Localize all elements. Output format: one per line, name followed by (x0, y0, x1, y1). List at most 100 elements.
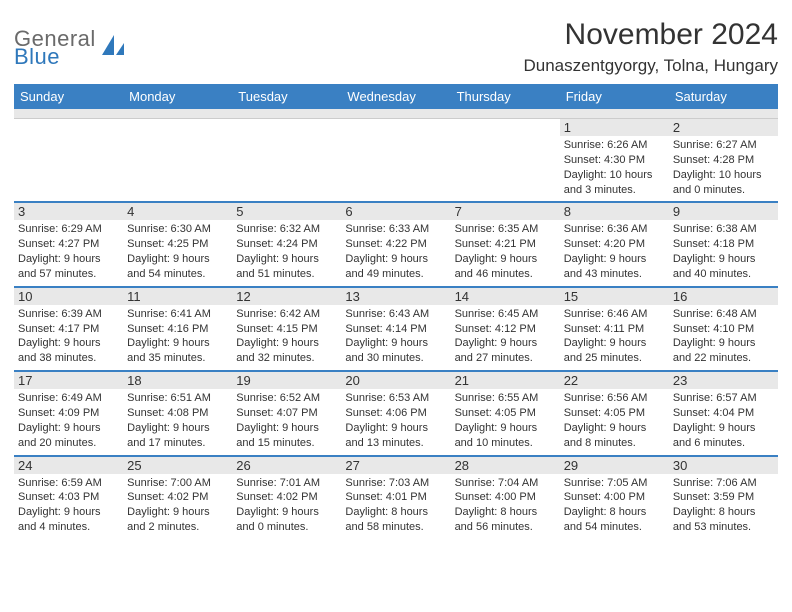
calendar: SundayMondayTuesdayWednesdayThursdayFrid… (14, 84, 778, 539)
calendar-body: 1Sunrise: 6:26 AMSunset: 4:30 PMDaylight… (14, 109, 778, 539)
sunrise-line: Sunrise: 6:27 AM (673, 138, 774, 153)
daylight-line: Daylight: 8 hours and 58 minutes. (345, 505, 446, 535)
day-cell: 15 Sunrise: 6:46 AMSunset: 4:11 PMDayligh… (560, 288, 669, 370)
sunset-line: Sunset: 4:12 PM (455, 322, 556, 337)
day-number: 14 (451, 288, 560, 305)
day-cell: 27Sunrise: 7:03 AMSunset: 4:01 PMDayligh… (341, 457, 450, 539)
daylight-line: Daylight: 9 hours and 4 minutes. (18, 505, 119, 535)
week-row: 10Sunrise: 6:39 AMSunset: 4:17 PMDayligh… (14, 286, 778, 370)
sunset-line: Sunset: 4:07 PM (236, 406, 337, 421)
day-info: Sunrise: 6:53 AMSunset: 4:06 PMDaylight:… (345, 391, 446, 450)
logo: General Blue (14, 18, 126, 68)
day-info: Sunrise: 7:00 AMSunset: 4:02 PMDaylight:… (127, 476, 228, 535)
sunrise-line: Sunrise: 6:53 AM (345, 391, 446, 406)
day-cell: 19Sunrise: 6:52 AMSunset: 4:07 PMDayligh… (232, 372, 341, 454)
day-cell: 26 Sunrise: 7:01 AMSunset: 4:02 PMDayligh… (232, 457, 341, 539)
day-info: Sunrise: 6:59 AMSunset: 4:03 PMDaylight:… (18, 476, 119, 535)
daylight-line: Daylight: 9 hours and 13 minutes. (345, 421, 446, 451)
sunset-line: Sunset: 4:09 PM (18, 406, 119, 421)
sunset-line: Sunset: 4:14 PM (345, 322, 446, 337)
header: General Blue November 2024 Dunaszentgyor… (14, 18, 778, 76)
daylight-line: Daylight: 9 hours and 54 minutes. (127, 252, 228, 282)
day-cell: 2Sunrise: 6:27 AMSunset: 4:28 PMDaylight… (669, 119, 778, 201)
location: Dunaszentgyorgy, Tolna, Hungary (523, 56, 778, 76)
day-number: 22 (560, 372, 669, 389)
day-cell (451, 119, 560, 201)
day-cell: 18 Sunrise: 6:51 AMSunset: 4:08 PMDayligh… (123, 372, 232, 454)
day-number: 7 (451, 203, 560, 220)
sunset-line: Sunset: 4:28 PM (673, 153, 774, 168)
day-info: Sunrise: 6:39 AMSunset: 4:17 PMDaylight:… (18, 307, 119, 366)
day-number: 26 (232, 457, 341, 474)
day-number: 19 (232, 372, 341, 389)
day-cell: 23 Sunrise: 6:57 AMSunset: 4:04 PMDayligh… (669, 372, 778, 454)
sunset-line: Sunset: 4:02 PM (127, 490, 228, 505)
sunset-line: Sunset: 4:22 PM (345, 237, 446, 252)
day-cell: 29Sunrise: 7:05 AMSunset: 4:00 PMDayligh… (560, 457, 669, 539)
daylight-line: Daylight: 9 hours and 25 minutes. (564, 336, 665, 366)
day-info: Sunrise: 6:48 AMSunset: 4:10 PMDaylight:… (673, 307, 774, 366)
day-number: 18 (123, 372, 232, 389)
sunrise-line: Sunrise: 7:00 AM (127, 476, 228, 491)
day-info: Sunrise: 6:56 AMSunset: 4:05 PMDaylight:… (564, 391, 665, 450)
day-cell: 8Sunrise: 6:36 AMSunset: 4:20 PMDaylight… (560, 203, 669, 285)
daylight-line: Daylight: 9 hours and 30 minutes. (345, 336, 446, 366)
day-number: 28 (451, 457, 560, 474)
day-cell: 5Sunrise: 6:32 AMSunset: 4:24 PMDaylight… (232, 203, 341, 285)
sunset-line: Sunset: 4:18 PM (673, 237, 774, 252)
sunset-line: Sunset: 4:17 PM (18, 322, 119, 337)
week-row: 1Sunrise: 6:26 AMSunset: 4:30 PMDaylight… (14, 119, 778, 201)
day-number: 15 (560, 288, 669, 305)
sunrise-line: Sunrise: 7:03 AM (345, 476, 446, 491)
day-cell: 6Sunrise: 6:33 AMSunset: 4:22 PMDaylight… (341, 203, 450, 285)
daylight-line: Daylight: 9 hours and 20 minutes. (18, 421, 119, 451)
sunrise-line: Sunrise: 6:59 AM (18, 476, 119, 491)
sunrise-line: Sunrise: 6:42 AM (236, 307, 337, 322)
day-info: Sunrise: 7:05 AMSunset: 4:00 PMDaylight:… (564, 476, 665, 535)
day-cell: 24Sunrise: 6:59 AMSunset: 4:03 PMDayligh… (14, 457, 123, 539)
sunrise-line: Sunrise: 6:35 AM (455, 222, 556, 237)
day-info: Sunrise: 6:29 AMSunset: 4:27 PMDaylight:… (18, 222, 119, 281)
daylight-line: Daylight: 9 hours and 17 minutes. (127, 421, 228, 451)
daylight-line: Daylight: 10 hours and 3 minutes. (564, 168, 665, 198)
day-number: 2 (669, 119, 778, 136)
day-info: Sunrise: 7:01 AMSunset: 4:02 PMDaylight:… (236, 476, 337, 535)
day-info: Sunrise: 6:32 AMSunset: 4:24 PMDaylight:… (236, 222, 337, 281)
day-info: Sunrise: 6:51 AMSunset: 4:08 PMDaylight:… (127, 391, 228, 450)
day-number: 27 (341, 457, 450, 474)
day-cell: 17Sunrise: 6:49 AMSunset: 4:09 PMDayligh… (14, 372, 123, 454)
day-cell: 4Sunrise: 6:30 AMSunset: 4:25 PMDaylight… (123, 203, 232, 285)
sunset-line: Sunset: 4:11 PM (564, 322, 665, 337)
day-cell: 21Sunrise: 6:55 AMSunset: 4:05 PMDayligh… (451, 372, 560, 454)
day-header-cell: Thursday (451, 84, 560, 109)
day-header-cell: Friday (560, 84, 669, 109)
day-info: Sunrise: 6:46 AMSunset: 4:11 PMDaylight:… (564, 307, 665, 366)
daylight-line: Daylight: 9 hours and 15 minutes. (236, 421, 337, 451)
day-cell: 11Sunrise: 6:41 AMSunset: 4:16 PMDayligh… (123, 288, 232, 370)
day-number: 30 (669, 457, 778, 474)
day-header-cell: Saturday (669, 84, 778, 109)
sunset-line: Sunset: 4:00 PM (455, 490, 556, 505)
sunset-line: Sunset: 3:59 PM (673, 490, 774, 505)
day-cell: 10Sunrise: 6:39 AMSunset: 4:17 PMDayligh… (14, 288, 123, 370)
day-number: 11 (123, 288, 232, 305)
sunset-line: Sunset: 4:21 PM (455, 237, 556, 252)
daylight-line: Daylight: 9 hours and 51 minutes. (236, 252, 337, 282)
day-info: Sunrise: 6:57 AMSunset: 4:04 PMDaylight:… (673, 391, 774, 450)
sunset-line: Sunset: 4:03 PM (18, 490, 119, 505)
day-info: Sunrise: 6:26 AMSunset: 4:30 PMDaylight:… (564, 138, 665, 197)
sunrise-line: Sunrise: 6:36 AM (564, 222, 665, 237)
sunset-line: Sunset: 4:05 PM (455, 406, 556, 421)
sunrise-line: Sunrise: 6:33 AM (345, 222, 446, 237)
day-info: Sunrise: 6:33 AMSunset: 4:22 PMDaylight:… (345, 222, 446, 281)
sunrise-line: Sunrise: 6:56 AM (564, 391, 665, 406)
sunrise-line: Sunrise: 6:46 AM (564, 307, 665, 322)
sunset-line: Sunset: 4:00 PM (564, 490, 665, 505)
sunrise-line: Sunrise: 6:51 AM (127, 391, 228, 406)
sunset-line: Sunset: 4:24 PM (236, 237, 337, 252)
sunrise-line: Sunrise: 7:04 AM (455, 476, 556, 491)
day-number: 23 (669, 372, 778, 389)
sunset-line: Sunset: 4:08 PM (127, 406, 228, 421)
day-info: Sunrise: 7:06 AMSunset: 3:59 PMDaylight:… (673, 476, 774, 535)
day-cell: 30 Sunrise: 7:06 AMSunset: 3:59 PMDayligh… (669, 457, 778, 539)
